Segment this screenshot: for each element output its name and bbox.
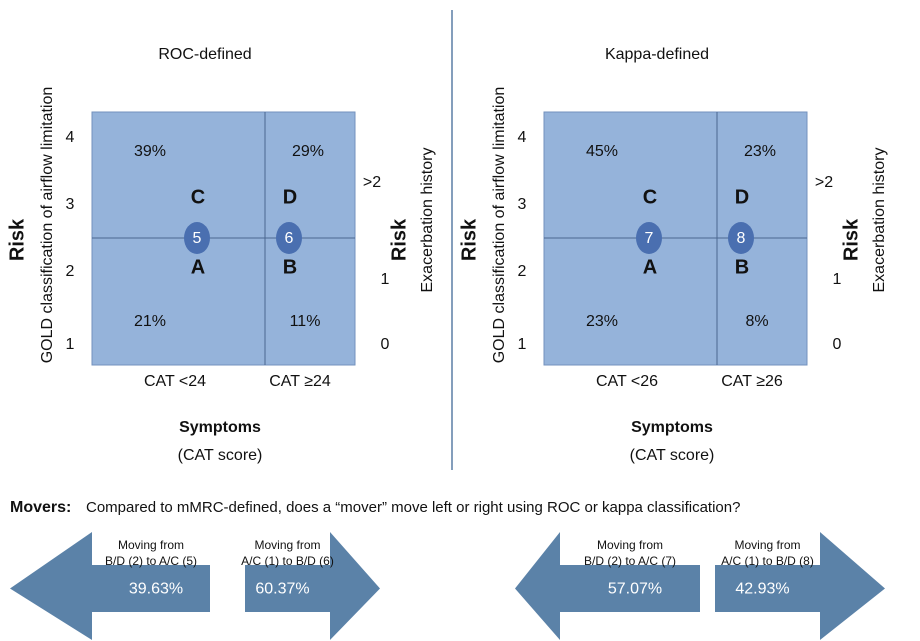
quadrant-percent: 45% xyxy=(586,143,618,160)
panel-title: Kappa-defined xyxy=(605,46,709,63)
x-tick-label: CAT <26 xyxy=(596,373,658,390)
panel-title: ROC-defined xyxy=(158,46,251,63)
quadrant-percent: 23% xyxy=(744,143,776,160)
y2-tick-label: >2 xyxy=(815,174,833,191)
mover-oval xyxy=(728,222,754,254)
y-label-main: Risk xyxy=(6,218,28,261)
y2-tick-label: 0 xyxy=(381,336,390,353)
y2-label-main: Risk xyxy=(840,218,862,261)
quadrant-letter: A xyxy=(191,256,205,278)
y-tick-label: 4 xyxy=(66,129,75,146)
quadrant-letter: C xyxy=(191,186,205,208)
arrow-caption: Moving from xyxy=(254,538,320,552)
mover-oval xyxy=(184,222,210,254)
x-label: Symptoms xyxy=(179,419,261,436)
arrow-caption: A/C (1) to B/D (6) xyxy=(241,554,334,568)
x-sublabel: (CAT score) xyxy=(178,447,263,464)
y2-label: Exacerbation history xyxy=(419,148,436,293)
quadrant-letter: B xyxy=(283,256,297,278)
y2-tick-label: >2 xyxy=(363,174,381,191)
quadrant-percent: 29% xyxy=(292,143,324,160)
y2-tick-label: 1 xyxy=(833,271,842,288)
arrow xyxy=(515,532,700,640)
quadrant-percent: 23% xyxy=(586,313,618,330)
y-label: GOLD classification of airflow limitatio… xyxy=(39,87,56,364)
quadrant-percent: 39% xyxy=(134,143,166,160)
y-tick-label: 2 xyxy=(518,263,527,280)
y2-label-main: Risk xyxy=(388,218,410,261)
y-label: GOLD classification of airflow limitatio… xyxy=(491,87,508,364)
arrow-value: 57.07% xyxy=(608,581,662,598)
mover-number: 8 xyxy=(737,230,746,247)
y2-tick-label: 0 xyxy=(833,336,842,353)
x-tick-label: CAT <24 xyxy=(144,373,206,390)
x-sublabel: (CAT score) xyxy=(630,447,715,464)
y2-tick-label: 1 xyxy=(381,271,390,288)
y-tick-label: 2 xyxy=(66,263,75,280)
arrow-caption: Moving from xyxy=(597,538,663,552)
x-label: Symptoms xyxy=(631,419,713,436)
mover-number: 7 xyxy=(645,230,654,247)
movers-text: Compared to mMRC-defined, does a “mover”… xyxy=(86,499,740,516)
quadrant-letter: D xyxy=(283,186,297,208)
y-tick-label: 3 xyxy=(518,196,527,213)
arrow xyxy=(715,532,885,640)
quadrant-percent: 8% xyxy=(745,313,768,330)
y-tick-label: 3 xyxy=(66,196,75,213)
arrow-value: 60.37% xyxy=(255,581,309,598)
x-tick-label: CAT ≥24 xyxy=(269,373,331,390)
y-tick-label: 1 xyxy=(66,336,75,353)
quadrant-percent: 21% xyxy=(134,313,166,330)
mover-number: 6 xyxy=(285,230,294,247)
arrow xyxy=(10,532,210,640)
arrow-caption: Moving from xyxy=(734,538,800,552)
arrow-caption: B/D (2) to A/C (7) xyxy=(584,554,676,568)
y-tick-label: 1 xyxy=(518,336,527,353)
x-tick-label: CAT ≥26 xyxy=(721,373,783,390)
quadrant-letter: B xyxy=(735,256,749,278)
arrow-caption: Moving from xyxy=(118,538,184,552)
arrow-caption: A/C (1) to B/D (8) xyxy=(721,554,814,568)
mover-oval xyxy=(276,222,302,254)
mover-oval xyxy=(636,222,662,254)
quadrant-letter: A xyxy=(643,256,657,278)
y-tick-label: 4 xyxy=(518,129,527,146)
movers-label: Movers: xyxy=(10,499,71,516)
arrow-value: 39.63% xyxy=(129,581,183,598)
mover-number: 5 xyxy=(193,230,202,247)
arrow-caption: B/D (2) to A/C (5) xyxy=(105,554,197,568)
y-label-main: Risk xyxy=(458,218,480,261)
quadrant-letter: C xyxy=(643,186,657,208)
y2-label: Exacerbation history xyxy=(871,148,888,293)
quadrant-letter: D xyxy=(735,186,749,208)
arrow-value: 42.93% xyxy=(735,581,789,598)
arrow xyxy=(245,532,380,640)
quadrant-percent: 11% xyxy=(290,313,321,330)
